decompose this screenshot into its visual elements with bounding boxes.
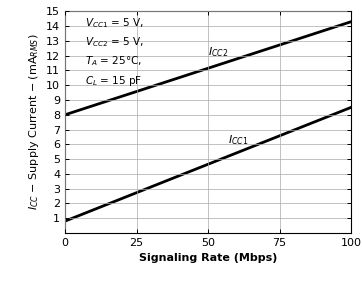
X-axis label: Signaling Rate (Mbps): Signaling Rate (Mbps) <box>139 253 277 263</box>
Y-axis label: $I_{CC}$ − Supply Current − (mA$_{RMS}$): $I_{CC}$ − Supply Current − (mA$_{RMS}$) <box>27 34 41 210</box>
Text: $I_{CC1}$: $I_{CC1}$ <box>228 133 249 147</box>
Text: $V_{CC1}$ = 5 V,
$V_{CC2}$ = 5 V,
$T_A$ = 25°C,
$C_L$ = 15 pF: $V_{CC1}$ = 5 V, $V_{CC2}$ = 5 V, $T_A$ … <box>85 16 144 88</box>
Text: $I_{CC2}$: $I_{CC2}$ <box>208 46 228 59</box>
